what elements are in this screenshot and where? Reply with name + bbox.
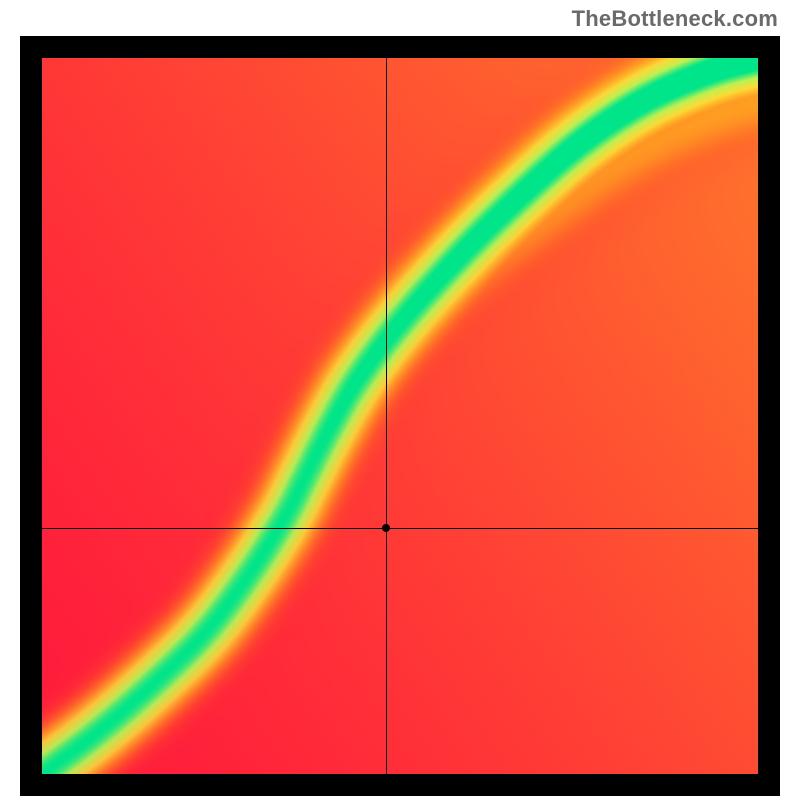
page-container: TheBottleneck.com [0, 0, 800, 800]
watermark-text: TheBottleneck.com [572, 6, 778, 32]
bottleneck-heatmap [42, 58, 758, 774]
crosshair-horizontal-line [42, 528, 758, 529]
crosshair-vertical-line [386, 58, 387, 774]
crosshair-marker-dot [382, 524, 390, 532]
chart-frame [20, 36, 780, 796]
